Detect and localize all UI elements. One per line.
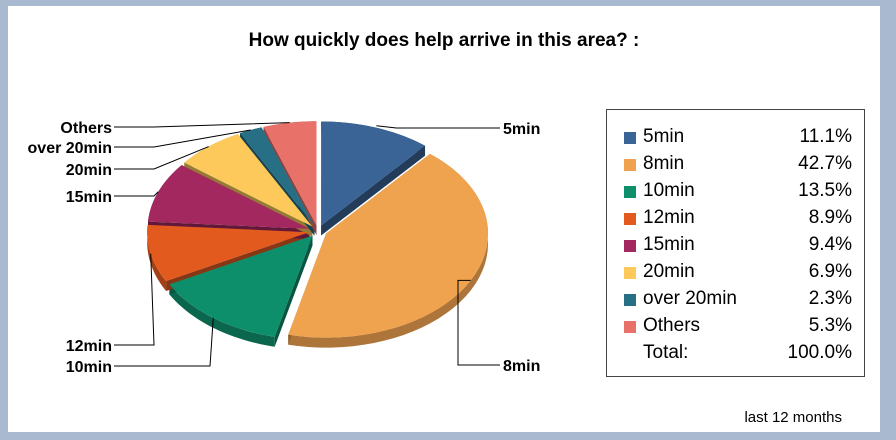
- callout-label: 8min: [503, 358, 540, 375]
- legend-value: 11.1%: [800, 126, 852, 148]
- legend-value: 5.3%: [809, 315, 852, 337]
- callout-line: [114, 192, 158, 196]
- legend-total-value: 100.0%: [788, 342, 852, 364]
- legend-value: 9.4%: [809, 234, 852, 256]
- callout-label: 5min: [503, 121, 540, 138]
- legend-item: 12min 8.9%: [607, 207, 866, 233]
- legend-item: 15min 9.4%: [607, 234, 866, 260]
- legend-label: 20min: [643, 261, 695, 283]
- legend-swatch: [624, 240, 636, 252]
- legend-value: 6.9%: [809, 261, 852, 283]
- legend-label: 5min: [643, 126, 684, 148]
- legend-item: 20min 6.9%: [607, 261, 866, 287]
- legend-item: 5min 11.1%: [607, 126, 866, 152]
- callout-line: [114, 254, 154, 345]
- callout-label: 15min: [66, 189, 112, 206]
- legend-item: Others 5.3%: [607, 315, 866, 341]
- legend-value: 8.9%: [809, 207, 852, 229]
- callout-line: [376, 126, 500, 128]
- legend-total: Total: 100.0%: [607, 342, 866, 368]
- legend-swatch: [624, 294, 636, 306]
- chart-panel: How quickly does help arrive in this are…: [8, 6, 880, 432]
- legend-swatch: [624, 267, 636, 279]
- legend-label: 8min: [643, 153, 684, 175]
- legend-swatch: [624, 159, 636, 171]
- legend-label: over 20min: [643, 288, 737, 310]
- pie-slices-layer: [147, 121, 488, 337]
- legend-label: 10min: [643, 180, 695, 202]
- legend-item: over 20min 2.3%: [607, 288, 866, 314]
- legend-item: 10min 13.5%: [607, 180, 866, 206]
- legend-total-label: Total:: [643, 342, 688, 364]
- legend: 5min 11.1% 8min 42.7% 10min 13.5% 12min …: [606, 109, 865, 377]
- legend-swatch: [624, 321, 636, 333]
- legend-item: 8min 42.7%: [607, 153, 866, 179]
- legend-swatch: [624, 132, 636, 144]
- legend-label: 12min: [643, 207, 695, 229]
- callout-label: over 20min: [28, 140, 112, 157]
- legend-label: Others: [643, 315, 700, 337]
- footnote: last 12 months: [744, 409, 842, 426]
- callout-line: [114, 123, 290, 127]
- callout-label: Others: [60, 120, 112, 137]
- callout-line: [114, 318, 213, 366]
- callout-label: 12min: [66, 338, 112, 355]
- callout-label: 20min: [66, 162, 112, 179]
- legend-value: 42.7%: [798, 153, 852, 175]
- legend-swatch: [624, 186, 636, 198]
- callout-label: 10min: [66, 359, 112, 376]
- legend-value: 2.3%: [809, 288, 852, 310]
- legend-label: 15min: [643, 234, 695, 256]
- legend-swatch: [624, 213, 636, 225]
- legend-value: 13.5%: [798, 180, 852, 202]
